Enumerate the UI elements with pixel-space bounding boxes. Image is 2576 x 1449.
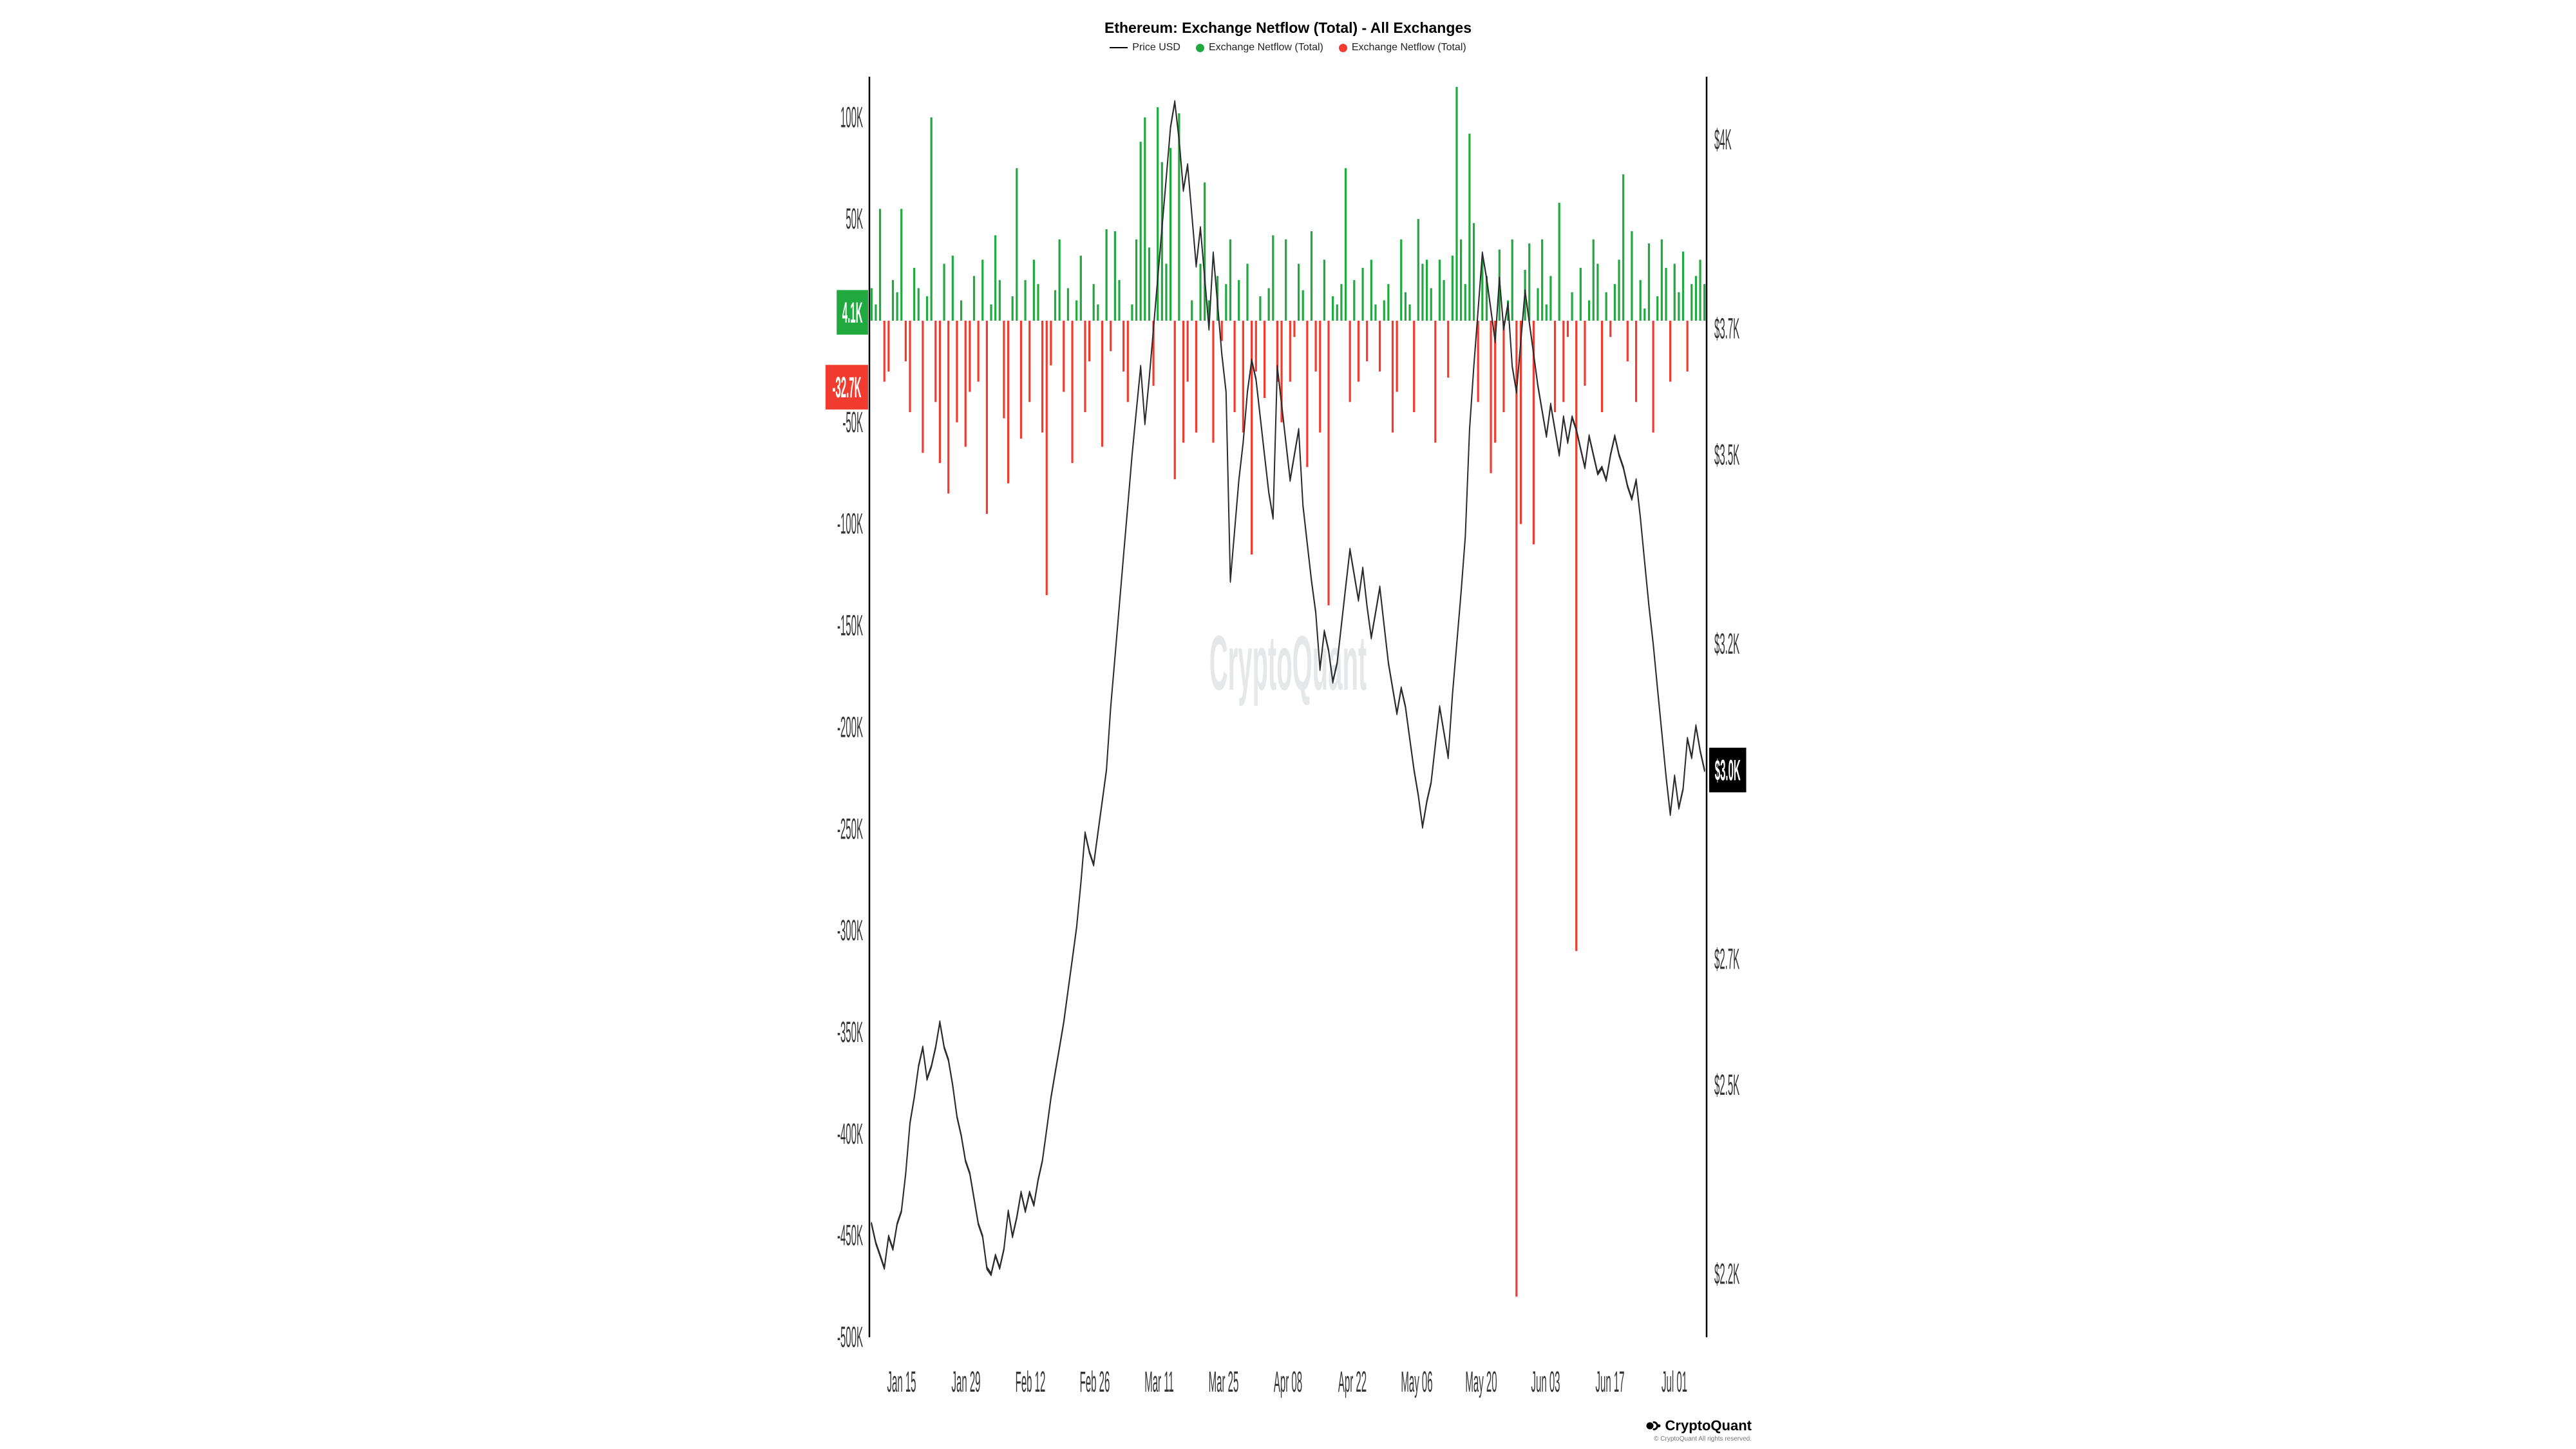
- legend-label: Price USD: [1132, 42, 1180, 53]
- copyright-text: © CryptoQuant All rights reserved.: [1654, 1435, 1752, 1443]
- svg-text:-200K: -200K: [837, 712, 863, 744]
- svg-text:Jul 01: Jul 01: [1662, 1367, 1687, 1399]
- svg-text:-150K: -150K: [837, 611, 863, 643]
- svg-text:-500K: -500K: [837, 1322, 863, 1354]
- svg-text:$3.7K: $3.7K: [1714, 314, 1739, 346]
- legend-item-price: Price USD: [1110, 42, 1180, 53]
- svg-text:-300K: -300K: [837, 915, 863, 947]
- brand-text: CryptoQuant: [1665, 1417, 1752, 1434]
- svg-text:$2.2K: $2.2K: [1714, 1259, 1739, 1291]
- legend-dot-icon: [1196, 44, 1204, 52]
- svg-text:May 06: May 06: [1401, 1367, 1432, 1399]
- svg-text:$3.0K: $3.0K: [1715, 755, 1741, 788]
- svg-text:-32.7K: -32.7K: [832, 372, 861, 404]
- legend-item-netflow-pos: Exchange Netflow (Total): [1196, 42, 1323, 53]
- svg-text:Mar 11: Mar 11: [1144, 1367, 1174, 1399]
- legend-label: Exchange Netflow (Total): [1352, 42, 1466, 53]
- svg-text:$2.5K: $2.5K: [1714, 1070, 1739, 1102]
- svg-text:$3.5K: $3.5K: [1714, 439, 1739, 471]
- svg-text:-350K: -350K: [837, 1017, 863, 1049]
- chart-title: Ethereum: Exchange Netflow (Total) - All…: [1104, 19, 1472, 37]
- svg-text:May 20: May 20: [1465, 1367, 1497, 1399]
- svg-text:Feb 26: Feb 26: [1080, 1367, 1110, 1399]
- svg-text:4.1K: 4.1K: [842, 298, 863, 330]
- svg-text:Feb 12: Feb 12: [1016, 1367, 1046, 1399]
- svg-text:Jun 17: Jun 17: [1595, 1367, 1624, 1399]
- chart-svg: CryptoQuant -500K -450K -400K -350K -300K -250…: [824, 57, 1752, 1415]
- chart-area: CryptoQuant -500K -450K -400K -350K -300K -250…: [824, 57, 1752, 1415]
- svg-text:Mar 25: Mar 25: [1209, 1367, 1239, 1399]
- svg-text:-450K: -450K: [837, 1220, 863, 1253]
- legend-dot-icon: [1339, 44, 1347, 52]
- svg-text:-250K: -250K: [837, 813, 863, 846]
- svg-text:Apr 22: Apr 22: [1338, 1367, 1367, 1399]
- svg-text:Jun 03: Jun 03: [1531, 1367, 1560, 1399]
- brand-logo-icon: [1645, 1420, 1661, 1432]
- brand: CryptoQuant: [1645, 1417, 1752, 1434]
- svg-text:50K: 50K: [846, 204, 863, 236]
- svg-text:Jan 15: Jan 15: [887, 1367, 916, 1399]
- legend-label: Exchange Netflow (Total): [1209, 42, 1323, 53]
- legend-line-icon: [1110, 47, 1128, 48]
- svg-text:-50K: -50K: [842, 407, 863, 439]
- legend: Price USD Exchange Netflow (Total) Excha…: [1110, 42, 1466, 53]
- svg-text:Apr 08: Apr 08: [1274, 1367, 1302, 1399]
- svg-text:CryptoQuant: CryptoQuant: [1209, 621, 1367, 707]
- svg-text:$3.2K: $3.2K: [1714, 629, 1739, 661]
- svg-text:$4K: $4K: [1714, 124, 1732, 156]
- svg-text:-100K: -100K: [837, 509, 863, 541]
- svg-text:-400K: -400K: [837, 1119, 863, 1151]
- legend-item-netflow-neg: Exchange Netflow (Total): [1339, 42, 1466, 53]
- svg-text:100K: 100K: [840, 102, 863, 134]
- svg-text:Jan 29: Jan 29: [951, 1367, 980, 1399]
- footer: CryptoQuant © CryptoQuant All rights res…: [824, 1417, 1752, 1443]
- svg-text:$2.7K: $2.7K: [1714, 943, 1739, 976]
